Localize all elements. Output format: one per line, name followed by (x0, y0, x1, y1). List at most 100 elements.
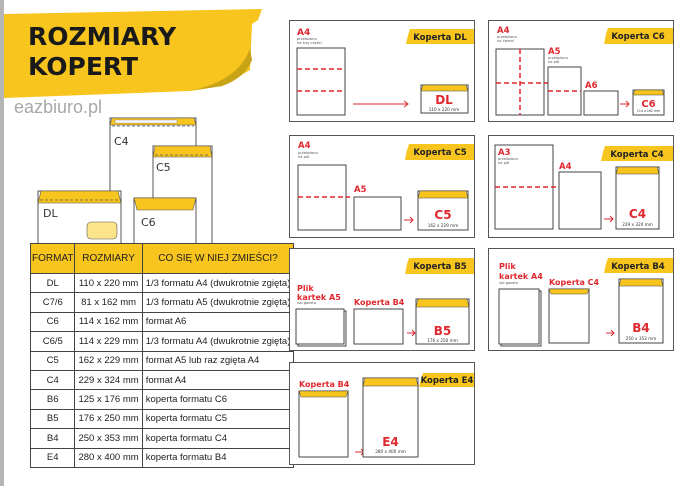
page-edge (0, 0, 4, 486)
envelope-label: E4 (382, 435, 399, 449)
col-contents: CO SIĘ W NIEJ ZMIEŚCI? (141, 243, 295, 274)
envelope-dl (37, 190, 122, 245)
envelope-label: B4 (632, 321, 650, 335)
panel-tag: Koperta E4 (421, 376, 474, 386)
page-title: ROZMIARY KOPERT (28, 22, 176, 82)
header-illustration: C4 C5 C6 DL (4, 9, 262, 245)
mid-label: Koperta C4 (549, 278, 600, 287)
panel-koperta-dl: Koperta DL A4 przełożona na trzy części … (289, 20, 475, 122)
label-c5: C5 (156, 161, 171, 174)
title-line-2: KOPERT (28, 52, 139, 81)
envelope-flap (632, 89, 665, 96)
source-label: kartek A5 (297, 293, 341, 302)
size-cell: 125 x 176 mm (74, 389, 143, 410)
source-note: lub gazeta (499, 281, 518, 285)
table-row: B5 176 x 250 mm koperta formatu C5 (29, 408, 295, 430)
format-cell: B4 (29, 428, 76, 449)
source-note: przełożona (297, 37, 317, 41)
format-cell: B6 (29, 389, 76, 410)
source-note: lub gazeta (297, 301, 316, 305)
source-label: A4 (497, 26, 510, 36)
arrow-icon (620, 100, 630, 108)
table-row: E4 280 x 400 mm koperta formatu B4 (29, 447, 295, 468)
sheet-stack (295, 308, 345, 345)
format-cell: C4 (29, 369, 76, 391)
panel-koperta-c5: Koperta C5 A4 przełożona na pół A5 C5 16… (289, 135, 475, 238)
envelope-size: 176 x 250 mm (427, 338, 458, 343)
size-cell: 250 x 353 mm (74, 428, 143, 449)
size-cell: 114 x 162 mm (74, 311, 143, 333)
envelope-flap (615, 166, 660, 175)
panel-koperta-b4: Koperta B4 Plik kartek A4 lub gazeta Kop… (488, 248, 674, 351)
contents-cell: format A6 (141, 311, 295, 333)
tag-shape (406, 29, 474, 44)
source-label: A4 (297, 28, 310, 38)
arrow-icon (407, 329, 416, 337)
contents-cell: koperta formatu C4 (141, 428, 295, 449)
tag-shape (604, 258, 673, 273)
size-cell: 229 x 324 mm (74, 369, 143, 391)
source-note: przełożona (497, 35, 517, 39)
contents-cell: 1/3 formatu A4 (dwukrotnie zgięta) (141, 331, 295, 352)
site-url: eazbiuro.pl (14, 97, 103, 117)
tag-shape (405, 144, 474, 160)
size-cell: 280 x 400 mm (74, 447, 143, 468)
envelope-flap (420, 84, 469, 92)
source-note: przełożona (498, 157, 518, 161)
size-cell: 81 x 162 mm (74, 292, 143, 313)
table-header-row: FORMAT ROZMIARY CO SIĘ W NIEJ ZMIEŚCI? (29, 243, 295, 274)
panel-tag: Koperta C5 (413, 148, 466, 158)
envelope-size: 250 x 353 mm (626, 336, 657, 341)
sheet-a4 (296, 47, 346, 116)
envelope-size: 229 x 324 mm (622, 222, 653, 227)
table-row: C6/5 114 x 229 mm 1/3 formatu A4 (dwukrotn… (29, 331, 295, 352)
envelope-flap (362, 377, 419, 387)
envelope-size-table: FORMAT ROZMIARY CO SIĘ W NIEJ ZMIEŚCI? D… (29, 243, 295, 468)
table-row: B6 125 x 176 mm koperta formatu C6 (29, 389, 295, 410)
contents-cell: koperta formatu C6 (141, 389, 295, 410)
col-sizes: ROZMIARY (74, 243, 143, 274)
panel-tag: Koperta B4 (611, 262, 665, 272)
envelope-c6 (133, 197, 197, 245)
tag-shape (601, 146, 673, 161)
envelope (615, 166, 660, 230)
source-note: na ćwierć (497, 39, 514, 43)
arrow-icon (404, 216, 414, 224)
source-note: na pół (298, 155, 310, 159)
source-label: A4 (298, 141, 311, 151)
format-cell: C6/5 (29, 331, 76, 352)
envelope-label: C6 (641, 99, 655, 110)
panel-tag: Koperta C4 (610, 150, 663, 160)
label-dl: DL (43, 207, 58, 220)
mid-label: A5 (354, 185, 367, 195)
size-cell: 114 x 229 mm (74, 331, 143, 352)
table-row: B4 250 x 353 mm koperta formatu C4 (29, 428, 295, 449)
source-label: A3 (498, 148, 511, 158)
banner-curl (190, 48, 252, 91)
mid-label: Koperta B4 (299, 380, 350, 389)
mid-label: A4 (559, 162, 572, 172)
envelope-size: 280 x 400 mm (375, 449, 406, 454)
sheet-a5 (353, 196, 402, 231)
label-c4: C4 (114, 135, 129, 148)
table-row: C4 229 x 324 mm format A4 (29, 369, 295, 391)
envelope-size: 114 x 162 mm (637, 109, 660, 113)
envelope-label: C5 (434, 208, 451, 222)
table-row: C6 114 x 162 mm format A6 (29, 311, 295, 333)
envelope-b4 (353, 308, 404, 345)
size-cell: 176 x 250 mm (74, 408, 143, 430)
small-label: A6 (585, 81, 598, 91)
source-note: na pół (498, 161, 510, 165)
contents-cell: koperta formatu B4 (141, 447, 295, 468)
format-cell: C5 (29, 350, 76, 371)
source-note: na trzy części (297, 41, 322, 45)
source-label: Plik (297, 284, 314, 293)
format-cell: E4 (29, 447, 76, 468)
envelope-c4 (548, 288, 590, 344)
envelope (618, 278, 664, 344)
envelope (362, 377, 419, 458)
contents-cell: koperta formatu C5 (141, 408, 295, 430)
size-cell: 162 x 229 mm (74, 350, 143, 371)
title-line-1: ROZMIARY (28, 22, 177, 51)
sheet-a6 (583, 90, 619, 116)
